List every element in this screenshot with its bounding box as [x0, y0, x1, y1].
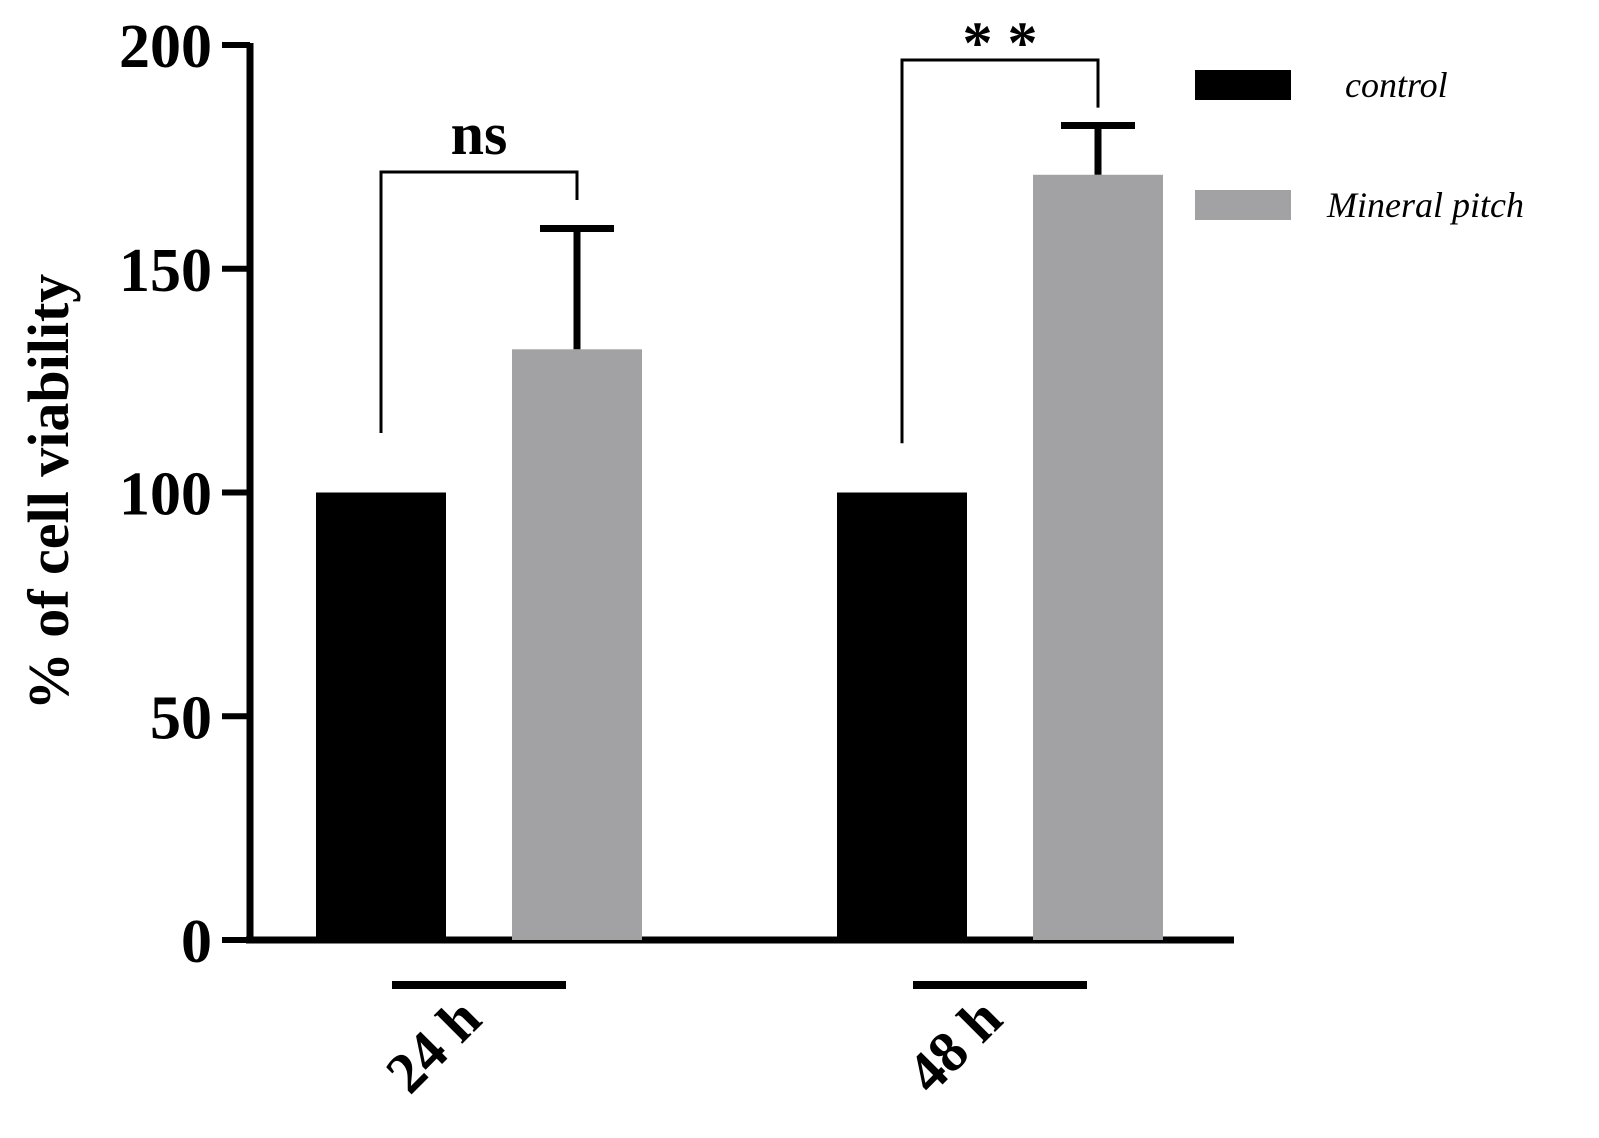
y-tick-label: 100 — [119, 461, 212, 529]
group-labels: 24 h 48 h — [373, 981, 1087, 1105]
bar — [837, 492, 967, 940]
x-tick-label: 24 h — [373, 985, 493, 1105]
legend-label: control — [1345, 65, 1448, 105]
significance-bracket — [379, 170, 579, 433]
bars — [316, 174, 1163, 940]
legend-swatch — [1195, 70, 1291, 100]
legend: control Mineral pitch — [1195, 65, 1524, 225]
y-tick-label: 150 — [119, 237, 212, 305]
significance-bracket — [900, 58, 1100, 444]
y-tick-label: 200 — [119, 13, 212, 81]
bar — [512, 349, 642, 940]
y-tick-label: 50 — [150, 684, 212, 752]
error-bars — [540, 122, 1135, 350]
significance-annotations: ns * * — [379, 10, 1100, 444]
y-ticks: 0 50 100 150 200 — [119, 13, 250, 976]
y-axis-label: % of cell viability — [16, 274, 81, 711]
x-tick-label: 48 h — [894, 985, 1014, 1105]
legend-swatch — [1195, 190, 1291, 220]
significance-label: * * — [963, 10, 1038, 76]
legend-label: Mineral pitch — [1326, 185, 1524, 225]
y-tick-label: 0 — [181, 908, 212, 976]
bar — [1033, 174, 1163, 940]
bar — [316, 492, 446, 940]
significance-label: ns — [451, 101, 508, 167]
